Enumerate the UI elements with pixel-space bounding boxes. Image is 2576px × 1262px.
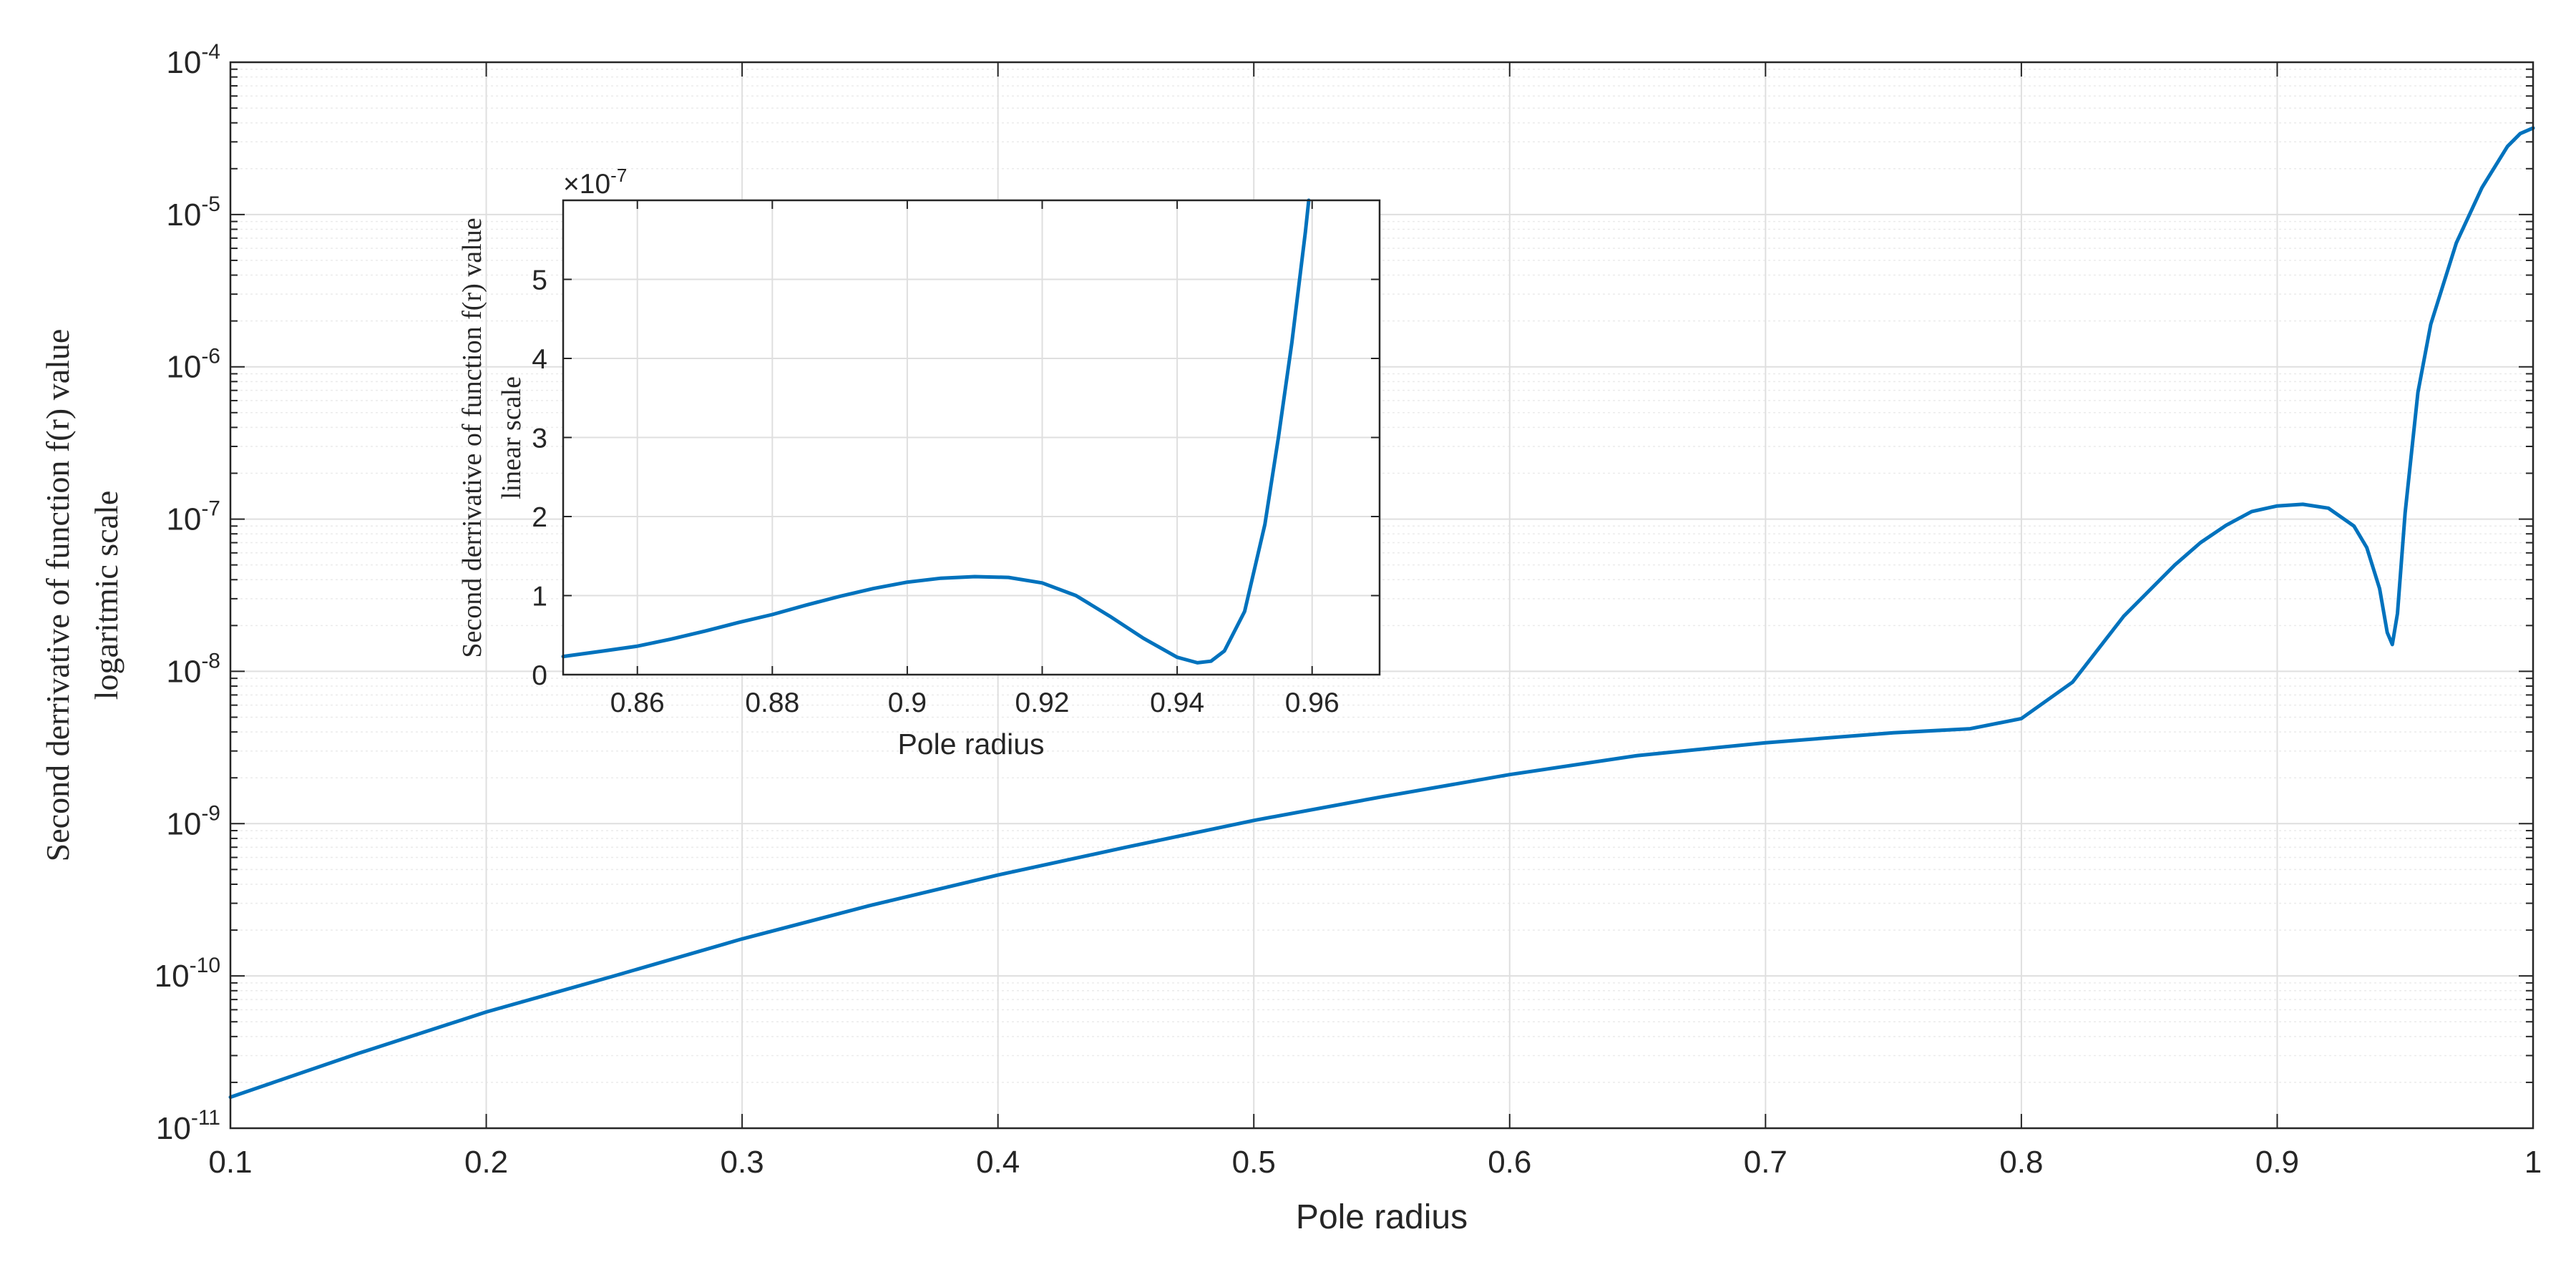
main-x-tick-label: 0.5 <box>1232 1145 1276 1180</box>
inset-x-tick-label: 0.88 <box>745 688 799 718</box>
main-x-tick-label: 0.9 <box>2255 1145 2299 1180</box>
main-y-axis-label-line2: logaritmic scale <box>88 491 125 700</box>
main-y-tick-label: 10-9 <box>166 801 220 841</box>
main-x-tick-labels: 0.1 0.2 0.3 0.4 0.5 0.6 0.7 0.8 0.9 1 <box>208 1145 2542 1180</box>
inset-x-axis-label: Pole radius <box>897 728 1044 760</box>
main-x-tick-label: 0.2 <box>464 1145 508 1180</box>
main-y-tick-label: 10-11 <box>156 1106 220 1146</box>
inset-y-tick-label: 4 <box>532 344 547 375</box>
inset-x-tick-label: 0.9 <box>888 688 927 718</box>
inset-y-tick-label: 1 <box>532 582 547 612</box>
inset-y-axis-label-line1: Second derrivative of function f(r) valu… <box>457 217 487 657</box>
main-y-tick-labels: 10-11 10-10 10-9 10-8 10-7 10-6 10-5 10-4 <box>155 40 220 1146</box>
inset-y-tick-label: 3 <box>532 424 547 454</box>
main-axes-box <box>229 61 2534 1130</box>
main-y-tick-label: 10-6 <box>166 345 220 385</box>
main-x-tick-label: 0.4 <box>976 1145 1020 1180</box>
main-ticks <box>230 62 2534 1129</box>
inset-y-tick-label: 5 <box>532 265 547 296</box>
main-y-tick-label: 10-5 <box>166 192 220 233</box>
inset-y-multiplier: ×10-7 <box>563 165 627 200</box>
main-y-tick-label: 10-7 <box>166 497 220 537</box>
main-x-tick-label: 0.3 <box>721 1145 764 1180</box>
main-x-tick-label: 1 <box>2524 1145 2542 1180</box>
main-y-axis-label-line1: Second derrivative of function f(r) valu… <box>39 329 76 862</box>
inset-y-tick-labels: 0 1 2 3 4 5 <box>532 265 547 692</box>
inset-x-tick-labels: 0.86 0.88 0.9 0.92 0.94 0.96 <box>610 688 1340 718</box>
main-y-tick-label: 10-4 <box>166 40 220 80</box>
inset-x-tick-label: 0.92 <box>1015 688 1070 718</box>
main-x-tick-label: 0.8 <box>1999 1145 2043 1180</box>
main-y-tick-label: 10-8 <box>166 649 220 689</box>
main-y-tick-label: 10-10 <box>155 954 220 994</box>
inset-x-tick-label: 0.86 <box>610 688 665 718</box>
inset-y-tick-label: 2 <box>532 502 547 533</box>
inset-x-tick-label: 0.96 <box>1285 688 1340 718</box>
main-x-axis-label: Pole radius <box>1296 1198 1468 1236</box>
main-x-tick-label: 0.1 <box>208 1145 252 1180</box>
inset-axes: 0.86 0.88 0.9 0.92 0.94 0.96 0 1 2 3 4 5 ×10-7 Pol… <box>457 165 1381 760</box>
inset-axes-box <box>562 199 1381 676</box>
main-x-tick-label: 0.6 <box>1488 1145 1531 1180</box>
inset-series-line <box>561 198 1311 665</box>
main-series-line <box>228 126 2535 1100</box>
inset-y-tick-label: 0 <box>532 660 547 691</box>
main-x-tick-label: 0.7 <box>1744 1145 1787 1180</box>
inset-y-axis-label-line2: linear scale <box>497 376 527 499</box>
inset-ticks <box>563 200 1380 675</box>
inset-x-tick-label: 0.94 <box>1150 688 1204 718</box>
